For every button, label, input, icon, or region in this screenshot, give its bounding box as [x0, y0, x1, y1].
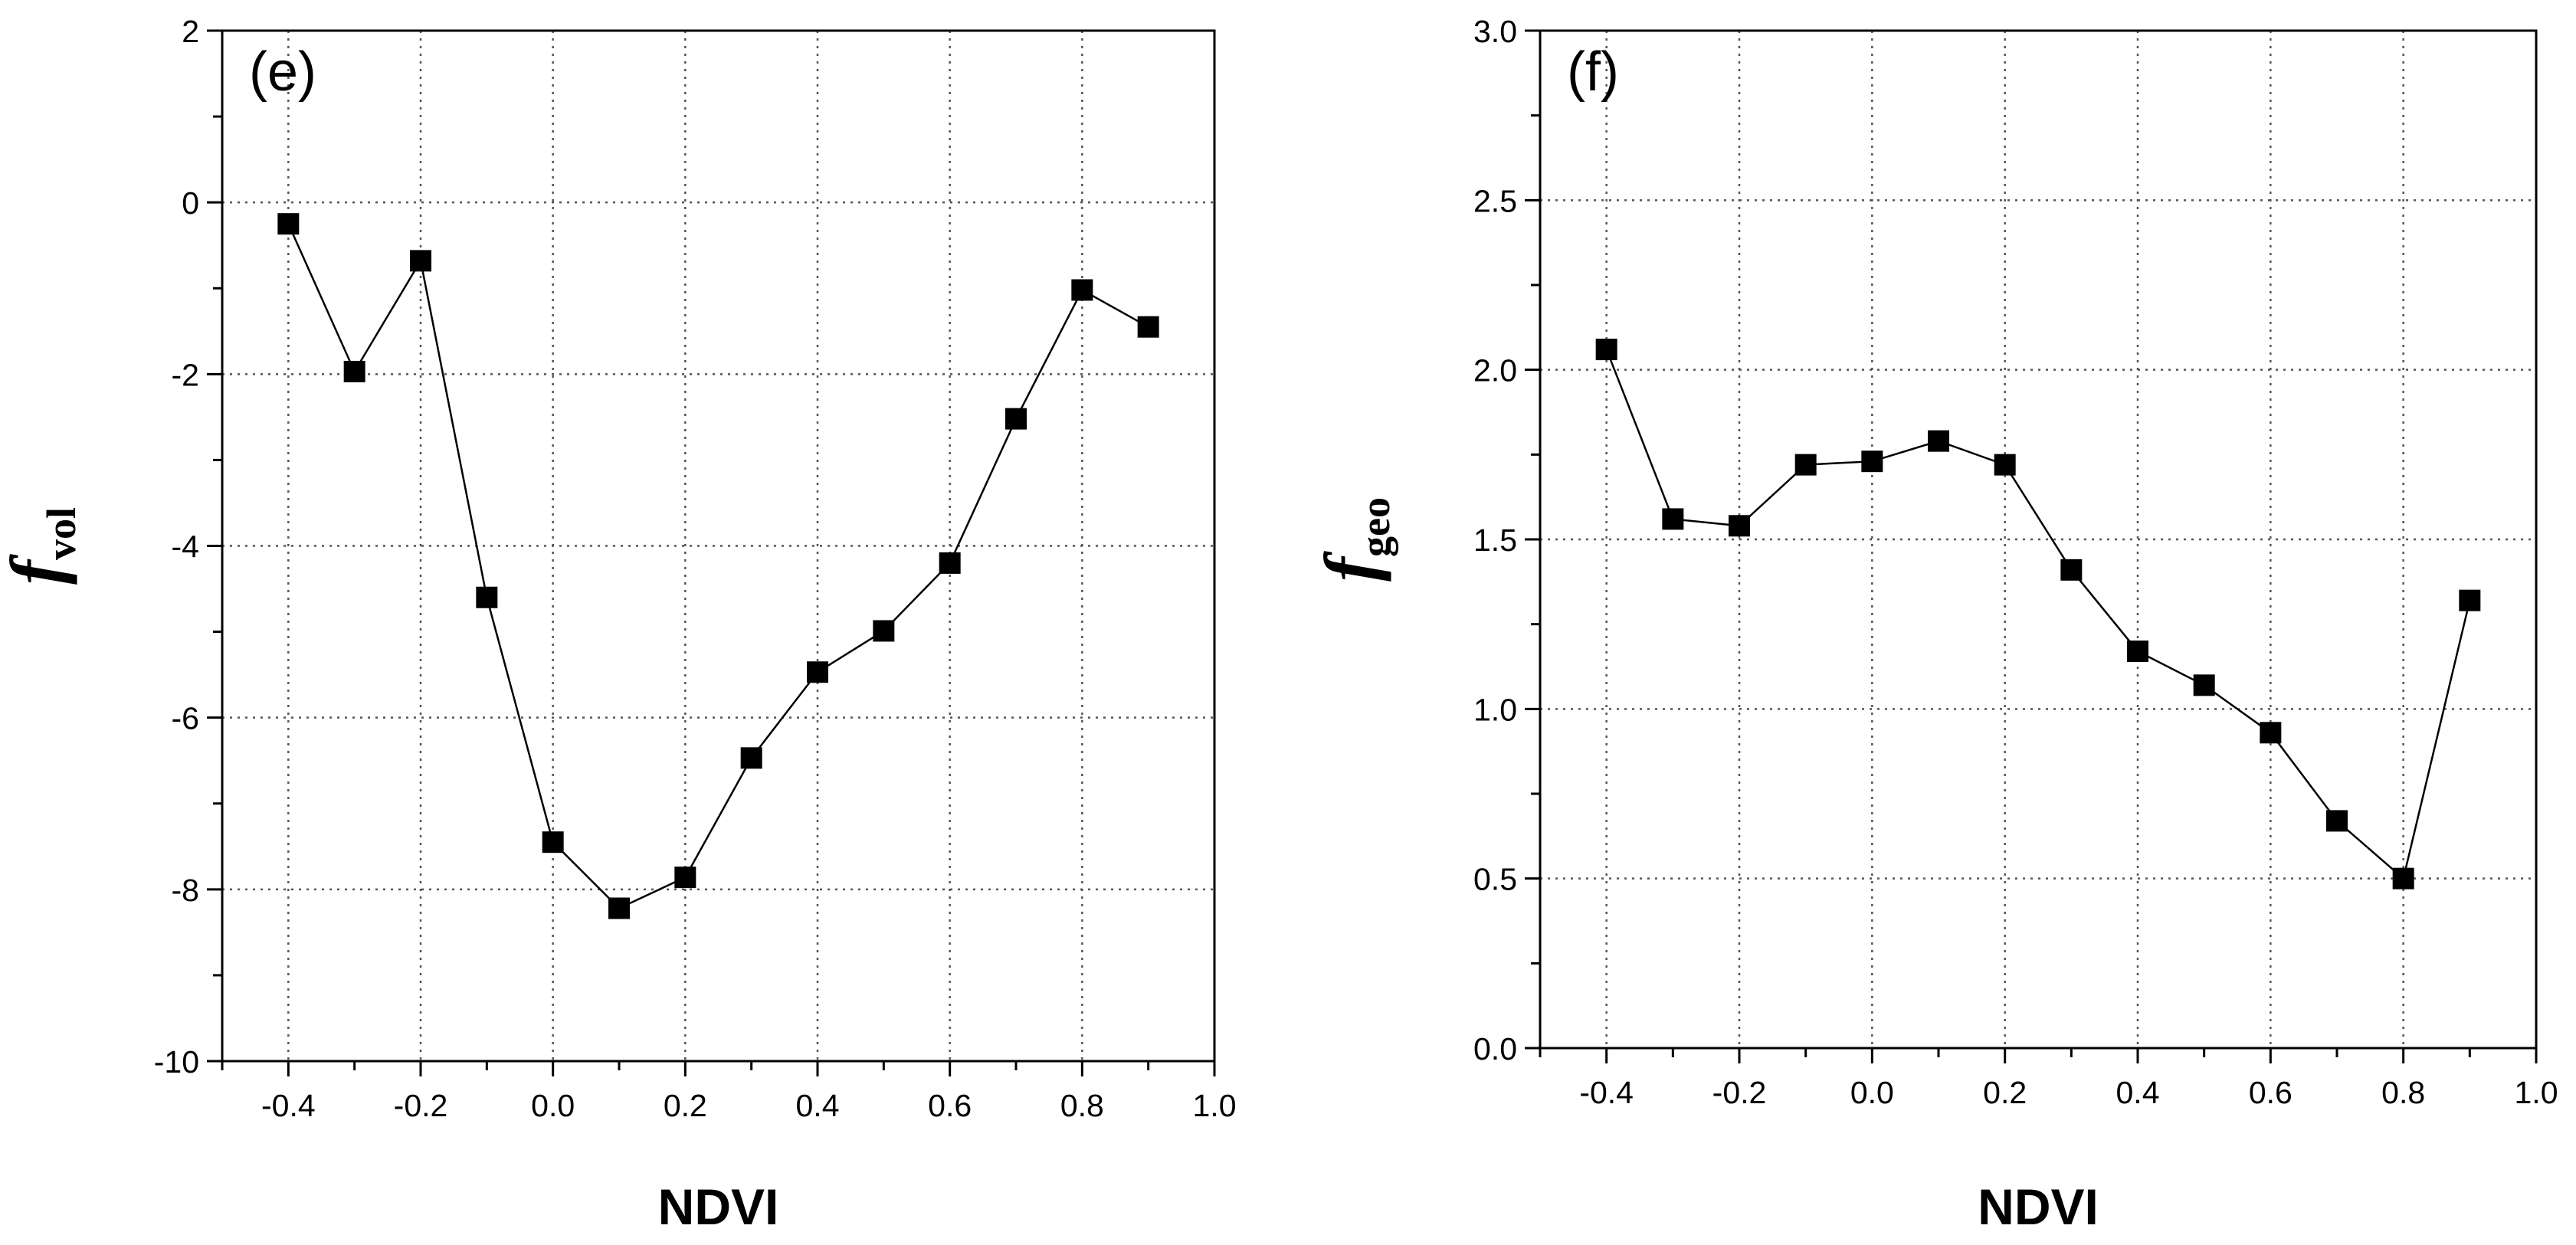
y-tick-label: 2.0 — [1473, 353, 1517, 388]
y-tick-label: -10 — [154, 1044, 199, 1080]
y-tick-label: 2 — [182, 14, 199, 49]
y-axis-label-subscript: vol — [38, 507, 84, 560]
x-tick-label: 0.2 — [1983, 1075, 2027, 1110]
x-tick-label: 0.6 — [928, 1088, 972, 1123]
x-tick-label: 0.6 — [2249, 1075, 2293, 1110]
x-tick-label: 0.0 — [531, 1088, 575, 1123]
data-point — [476, 586, 498, 608]
data-point — [608, 897, 630, 919]
data-point — [277, 213, 300, 235]
y-tick-label: -4 — [172, 529, 199, 565]
x-tick-label: 0.8 — [1060, 1088, 1104, 1123]
x-tick-label: 0.8 — [2381, 1075, 2425, 1110]
y-tick-label: 2.5 — [1473, 183, 1517, 218]
data-point — [2260, 722, 2282, 744]
data-point — [1861, 450, 1883, 473]
data-point — [873, 620, 895, 642]
data-point — [2193, 674, 2215, 696]
x-axis-label: NDVI — [658, 1178, 779, 1235]
data-point — [410, 250, 431, 272]
x-tick-label: -0.4 — [261, 1088, 316, 1123]
x-tick-label: -0.4 — [1579, 1075, 1634, 1110]
y-tick-label: 3.0 — [1473, 14, 1517, 49]
data-point — [740, 747, 762, 769]
y-tick-label: 1.5 — [1473, 523, 1517, 558]
y-tick-label: 0 — [182, 185, 199, 221]
data-point — [1005, 408, 1027, 430]
y-axis-label-subscript: geo — [1352, 497, 1398, 557]
data-point — [343, 360, 365, 382]
data-point — [542, 831, 564, 853]
series-line — [1605, 349, 2471, 880]
data-point — [1994, 454, 2016, 476]
chart-panel-e: -0.4 -0.2 0.0 0.2 0.4 0.6 0.8 1.0 -10 -8 -6 -4 -2 0 2 N… — [0, 14, 1237, 1235]
data-point — [2459, 589, 2481, 611]
y-tick-label: -6 — [172, 701, 199, 736]
x-tick-label: -0.2 — [394, 1088, 448, 1123]
chart-panel-f: -0.4 -0.2 0.0 0.2 0.4 0.6 0.8 1.0 0.0 0.5 1.0 1.5 2.… — [1309, 14, 2558, 1235]
data-point — [1071, 279, 1093, 301]
y-tick-label: -8 — [172, 873, 199, 908]
data-point — [2060, 559, 2083, 581]
data-point — [2392, 867, 2414, 890]
data-point — [939, 552, 961, 574]
panel-label: (f) — [1567, 41, 1619, 103]
y-axis-label: fgeo — [1309, 497, 1398, 582]
data-point — [1729, 515, 1750, 537]
x-tick-label: 1.0 — [2515, 1075, 2558, 1110]
x-tick-label: 1.0 — [1193, 1088, 1237, 1123]
data-point — [807, 661, 828, 683]
x-axis-label: NDVI — [1978, 1178, 2099, 1235]
x-tick-label: 0.2 — [664, 1088, 707, 1123]
y-tick-label: 0.0 — [1473, 1031, 1517, 1066]
x-tick-label: 0.0 — [1850, 1075, 1894, 1110]
data-point — [1137, 316, 1159, 338]
y-axis-label: fvol — [0, 507, 84, 585]
data-point — [1794, 454, 1817, 476]
y-tick-label: 1.0 — [1473, 692, 1517, 727]
x-tick-label: 0.4 — [2116, 1075, 2160, 1110]
x-tick-label: 0.4 — [796, 1088, 840, 1123]
series-line — [287, 223, 1149, 909]
data-point — [2326, 810, 2348, 832]
panel-label: (e) — [249, 41, 316, 103]
y-tick-label: -2 — [172, 357, 199, 392]
x-tick-label: -0.2 — [1712, 1075, 1767, 1110]
data-point — [1662, 508, 1684, 530]
y-tick-label: 0.5 — [1473, 862, 1517, 897]
data-point — [1928, 430, 1949, 452]
data-point — [674, 867, 696, 889]
data-point — [1595, 339, 1617, 361]
data-point — [2127, 641, 2148, 663]
